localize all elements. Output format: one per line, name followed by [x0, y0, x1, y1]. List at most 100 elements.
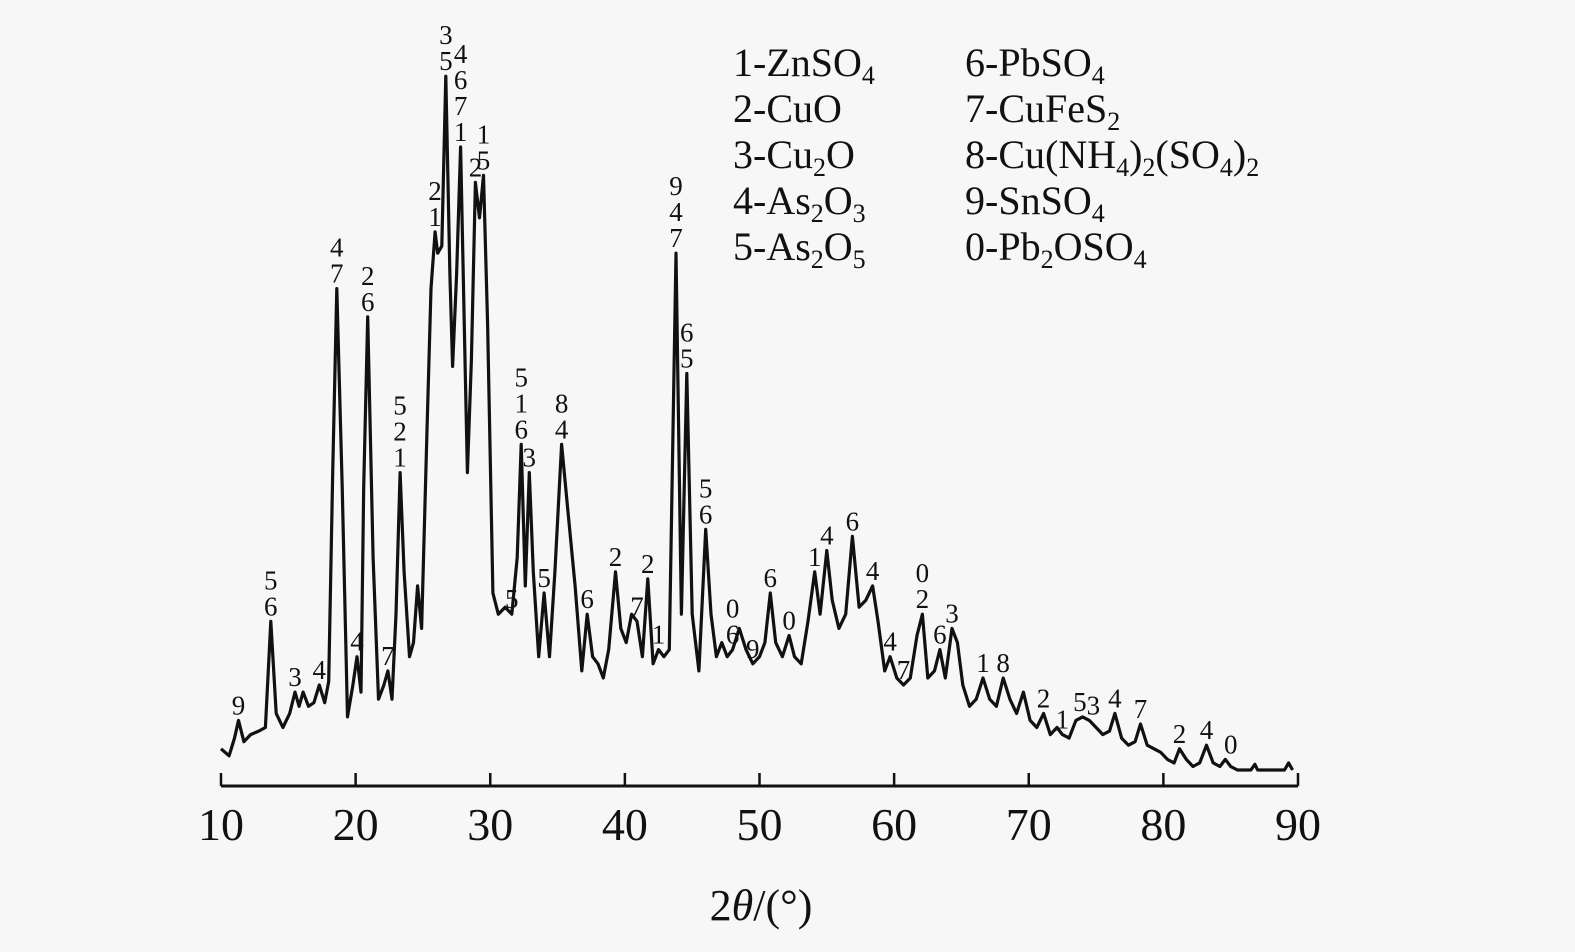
peak-label: 5	[537, 563, 551, 593]
peak-label-digit: 1	[976, 648, 990, 678]
legend-item-6: 6-PbSO4	[965, 40, 1105, 90]
peak-label: 2	[609, 542, 623, 572]
x-tick-label: 80	[1140, 799, 1186, 850]
legend-item-3: 3-Cu2O	[733, 132, 855, 182]
peak-label: 7	[897, 655, 911, 685]
peak-label-digit: 6	[680, 318, 694, 348]
peak-label-digit: 5	[264, 565, 278, 595]
peak-label: 2	[1173, 719, 1187, 749]
peak-label-digit: 6	[580, 584, 594, 614]
peak-label-digit: 6	[454, 65, 468, 95]
peak-label: 6	[933, 620, 947, 650]
peak-label: 516	[514, 362, 528, 444]
peak-label-digit: 7	[669, 223, 683, 253]
peak-label: 4	[883, 627, 897, 657]
peak-label: 4	[313, 655, 327, 685]
peak-label-digit: 4	[1200, 715, 1214, 745]
xrd-line	[219, 74, 1294, 772]
peak-label-digit: 2	[641, 549, 655, 579]
peak-label-digit: 1	[652, 620, 666, 650]
peak-label: 56	[699, 473, 713, 529]
peak-label-digit: 5	[699, 473, 713, 503]
peak-label: 521	[393, 391, 407, 473]
peak-label-digit: 4	[454, 39, 468, 69]
peak-label-digit: 3	[945, 598, 959, 628]
peak-label-digit: 8	[996, 648, 1010, 678]
legend-item-1: 1-ZnSO4	[733, 40, 875, 90]
peak-label: 3	[1087, 690, 1101, 720]
peak-label-digit: 2	[428, 176, 442, 206]
peak-label-digit: 2	[1173, 719, 1187, 749]
peak-label: 5	[505, 584, 519, 614]
peak-label: 6	[764, 563, 778, 593]
peak-label-digit: 1	[454, 117, 468, 147]
peak-label: 4	[820, 521, 834, 551]
peak-label-digit: 2	[916, 584, 930, 614]
peak-label-digit: 6	[764, 563, 778, 593]
peak-label-digit: 7	[1134, 694, 1148, 724]
peak-label-digit: 6	[699, 499, 713, 529]
peak-label-digit: 5	[537, 563, 551, 593]
peak-label: 1	[808, 542, 822, 572]
peak-label-digit: 4	[1108, 683, 1122, 713]
peak-label-digit: 1	[428, 202, 442, 232]
peak-label: 1	[1056, 705, 1070, 735]
peak-label: 0	[782, 605, 796, 635]
x-tick-label: 10	[198, 799, 244, 850]
x-axis: 10 20 30 40 50 60 70 80 90	[198, 773, 1321, 850]
peak-label: 56	[264, 565, 278, 621]
x-tick-label: 40	[602, 799, 648, 850]
x-axis-label: 2θ/(°)	[0, 880, 1522, 931]
peak-label: 4	[350, 627, 364, 657]
peak-label: 4	[866, 556, 880, 586]
peak-label-digit: 4	[330, 233, 344, 263]
peak-label-digit: 6	[846, 506, 860, 536]
peak-label: 47	[330, 233, 344, 289]
peak-label-digit: 1	[514, 388, 528, 418]
peak-label-digit: 4	[866, 556, 880, 586]
peak-label-digit: 9	[669, 171, 683, 201]
peak-label: 21	[428, 176, 442, 232]
peak-label-digit: 4	[313, 655, 327, 685]
peak-label: 0	[1224, 729, 1238, 759]
x-axis-label-text: 2θ/(°)	[709, 881, 813, 930]
peak-label-digit: 7	[381, 641, 395, 671]
peak-label-digit: 6	[264, 591, 278, 621]
peak-label-digit: 6	[726, 620, 740, 650]
peak-label-digit: 2	[609, 542, 623, 572]
peak-label-digit: 6	[514, 414, 528, 444]
peak-label-digit: 6	[933, 620, 947, 650]
peak-label: 3	[523, 443, 537, 473]
peak-label: 8	[996, 648, 1010, 678]
x-tick-label: 50	[737, 799, 783, 850]
peak-label-digit: 6	[361, 287, 375, 317]
peak-label-digit: 0	[782, 605, 796, 635]
peak-label-digit: 2	[361, 261, 375, 291]
peak-label-digit: 5	[477, 145, 491, 175]
x-tick-label: 60	[871, 799, 917, 850]
x-tick-label: 20	[333, 799, 379, 850]
peak-label: 4	[1108, 683, 1122, 713]
peak-label-digit: 3	[288, 662, 302, 692]
peak-label: 84	[555, 388, 569, 444]
peak-label-digit: 7	[897, 655, 911, 685]
peak-label-digit: 4	[555, 414, 569, 444]
x-tick-label: 70	[1006, 799, 1052, 850]
peak-label: 4	[1200, 715, 1214, 745]
peak-label: 5	[1073, 687, 1087, 717]
peak-label: 9	[746, 634, 760, 664]
peak-label-digit: 7	[630, 591, 644, 621]
peak-label-digit: 9	[232, 690, 246, 720]
legend-item-4: 4-As2O3	[733, 178, 866, 228]
peak-label: 9	[232, 690, 246, 720]
peak-label-digit: 8	[555, 388, 569, 418]
legend-item-0: 0-Pb2OSO4	[965, 224, 1147, 274]
peak-label: 6	[580, 584, 594, 614]
peak-label-digit: 3	[439, 20, 453, 50]
peak-label-digit: 5	[680, 344, 694, 374]
peak-label-digit: 0	[1224, 729, 1238, 759]
